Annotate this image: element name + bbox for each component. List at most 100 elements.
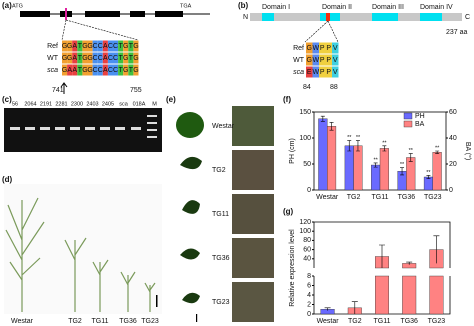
stop-codon: TGA (180, 3, 192, 9)
error-bar (408, 153, 413, 162)
base: C (108, 67, 113, 74)
y-tick-label: 0 (307, 311, 311, 318)
lane-label: 018A (133, 101, 146, 107)
y-tick-label: 120 (299, 219, 311, 226)
y2-axis-label: BA (°) (464, 142, 472, 160)
base: C (108, 43, 113, 50)
plant-label: TG23 (141, 318, 159, 325)
error-bar (347, 140, 352, 152)
gel (4, 108, 162, 152)
residue: V (333, 45, 338, 52)
panel-label: (c) (2, 95, 12, 104)
y-tick-label: 2 (307, 301, 311, 308)
residue-cell (332, 54, 339, 66)
base: G (62, 67, 67, 74)
y2-tick-label: 0 (449, 187, 453, 194)
base-cell (92, 40, 98, 52)
plant-label: TG36 (212, 255, 230, 262)
significance: ** (400, 162, 405, 168)
legend-label: PH (415, 113, 425, 120)
base: G (133, 67, 138, 74)
lane-label: M (152, 101, 157, 107)
base: A (103, 55, 108, 62)
base-cell (133, 64, 139, 76)
bar (379, 148, 389, 191)
base: G (87, 55, 92, 62)
base: A (67, 67, 72, 74)
base-cell (82, 52, 88, 64)
base-cell (72, 40, 78, 52)
base: T (78, 43, 83, 50)
base-cell (67, 64, 73, 76)
y-axis-label: PH (cm) (289, 138, 296, 164)
position: 755 (130, 87, 142, 94)
residue-cell (312, 42, 319, 54)
x-tick-label: TG2 (348, 318, 362, 325)
bar (406, 157, 416, 191)
base: G (87, 43, 92, 50)
error-bar (382, 145, 387, 152)
y2-tick-label: 20 (449, 161, 457, 168)
y-axis-label: Relative expression level (289, 229, 296, 307)
base: G (87, 67, 92, 74)
protein-model (250, 13, 462, 43)
plant-label: TG2 (68, 318, 82, 325)
base-cell (87, 52, 93, 64)
base-cell (118, 52, 124, 64)
x-tick-label: TG2 (347, 194, 361, 201)
base: G (67, 43, 72, 50)
residue: V (333, 69, 338, 76)
base: T (119, 43, 124, 50)
domain-label: Domain III (372, 4, 404, 11)
error-bar (324, 307, 331, 311)
base-cell (77, 40, 83, 52)
error-bar (379, 244, 385, 268)
panel-label: (g) (283, 207, 294, 216)
y-tick-label: 80 (303, 237, 311, 244)
x-tick-label: TG11 (372, 194, 389, 201)
residue: P (326, 57, 331, 64)
lane-label: 2405 (102, 101, 114, 107)
significance: ** (409, 148, 414, 154)
plant-label: TG2 (212, 167, 226, 174)
c-terminus: C (465, 14, 470, 21)
bar (371, 164, 381, 191)
base-cell (113, 52, 119, 64)
base: G (67, 55, 72, 62)
x-tick-label: TG23 (424, 194, 442, 201)
error-bar (400, 167, 405, 176)
y-tick-label: 50 (303, 161, 311, 168)
base: C (93, 67, 98, 74)
base: G (62, 43, 67, 50)
y-tick-label: 8 (307, 273, 311, 280)
significance: ** (356, 135, 361, 141)
error-bar (373, 162, 378, 168)
base: C (93, 43, 98, 50)
bar (353, 145, 363, 191)
base-cell (82, 40, 88, 52)
y-tick-label: 100 (299, 228, 311, 235)
base: C (93, 55, 98, 62)
position: 88 (330, 84, 338, 91)
base: G (123, 67, 128, 74)
x-tick-label: Westar (316, 194, 339, 201)
base-cell (128, 52, 134, 64)
significance: ** (426, 170, 431, 176)
base-cell (133, 52, 139, 64)
residue: P (326, 69, 331, 76)
residue-cell (312, 54, 319, 66)
base-cell (113, 64, 119, 76)
base: C (113, 67, 118, 74)
leaf-photos (176, 106, 274, 322)
error-bar (433, 235, 440, 264)
base-cell (123, 64, 129, 76)
base-cell (97, 52, 103, 64)
base-cell (107, 64, 113, 76)
error-bar (426, 175, 431, 179)
bar (327, 126, 337, 191)
residue-cell (325, 42, 332, 54)
base: T (119, 55, 124, 62)
base: G (82, 67, 87, 74)
sequence-name: WT (47, 55, 59, 62)
